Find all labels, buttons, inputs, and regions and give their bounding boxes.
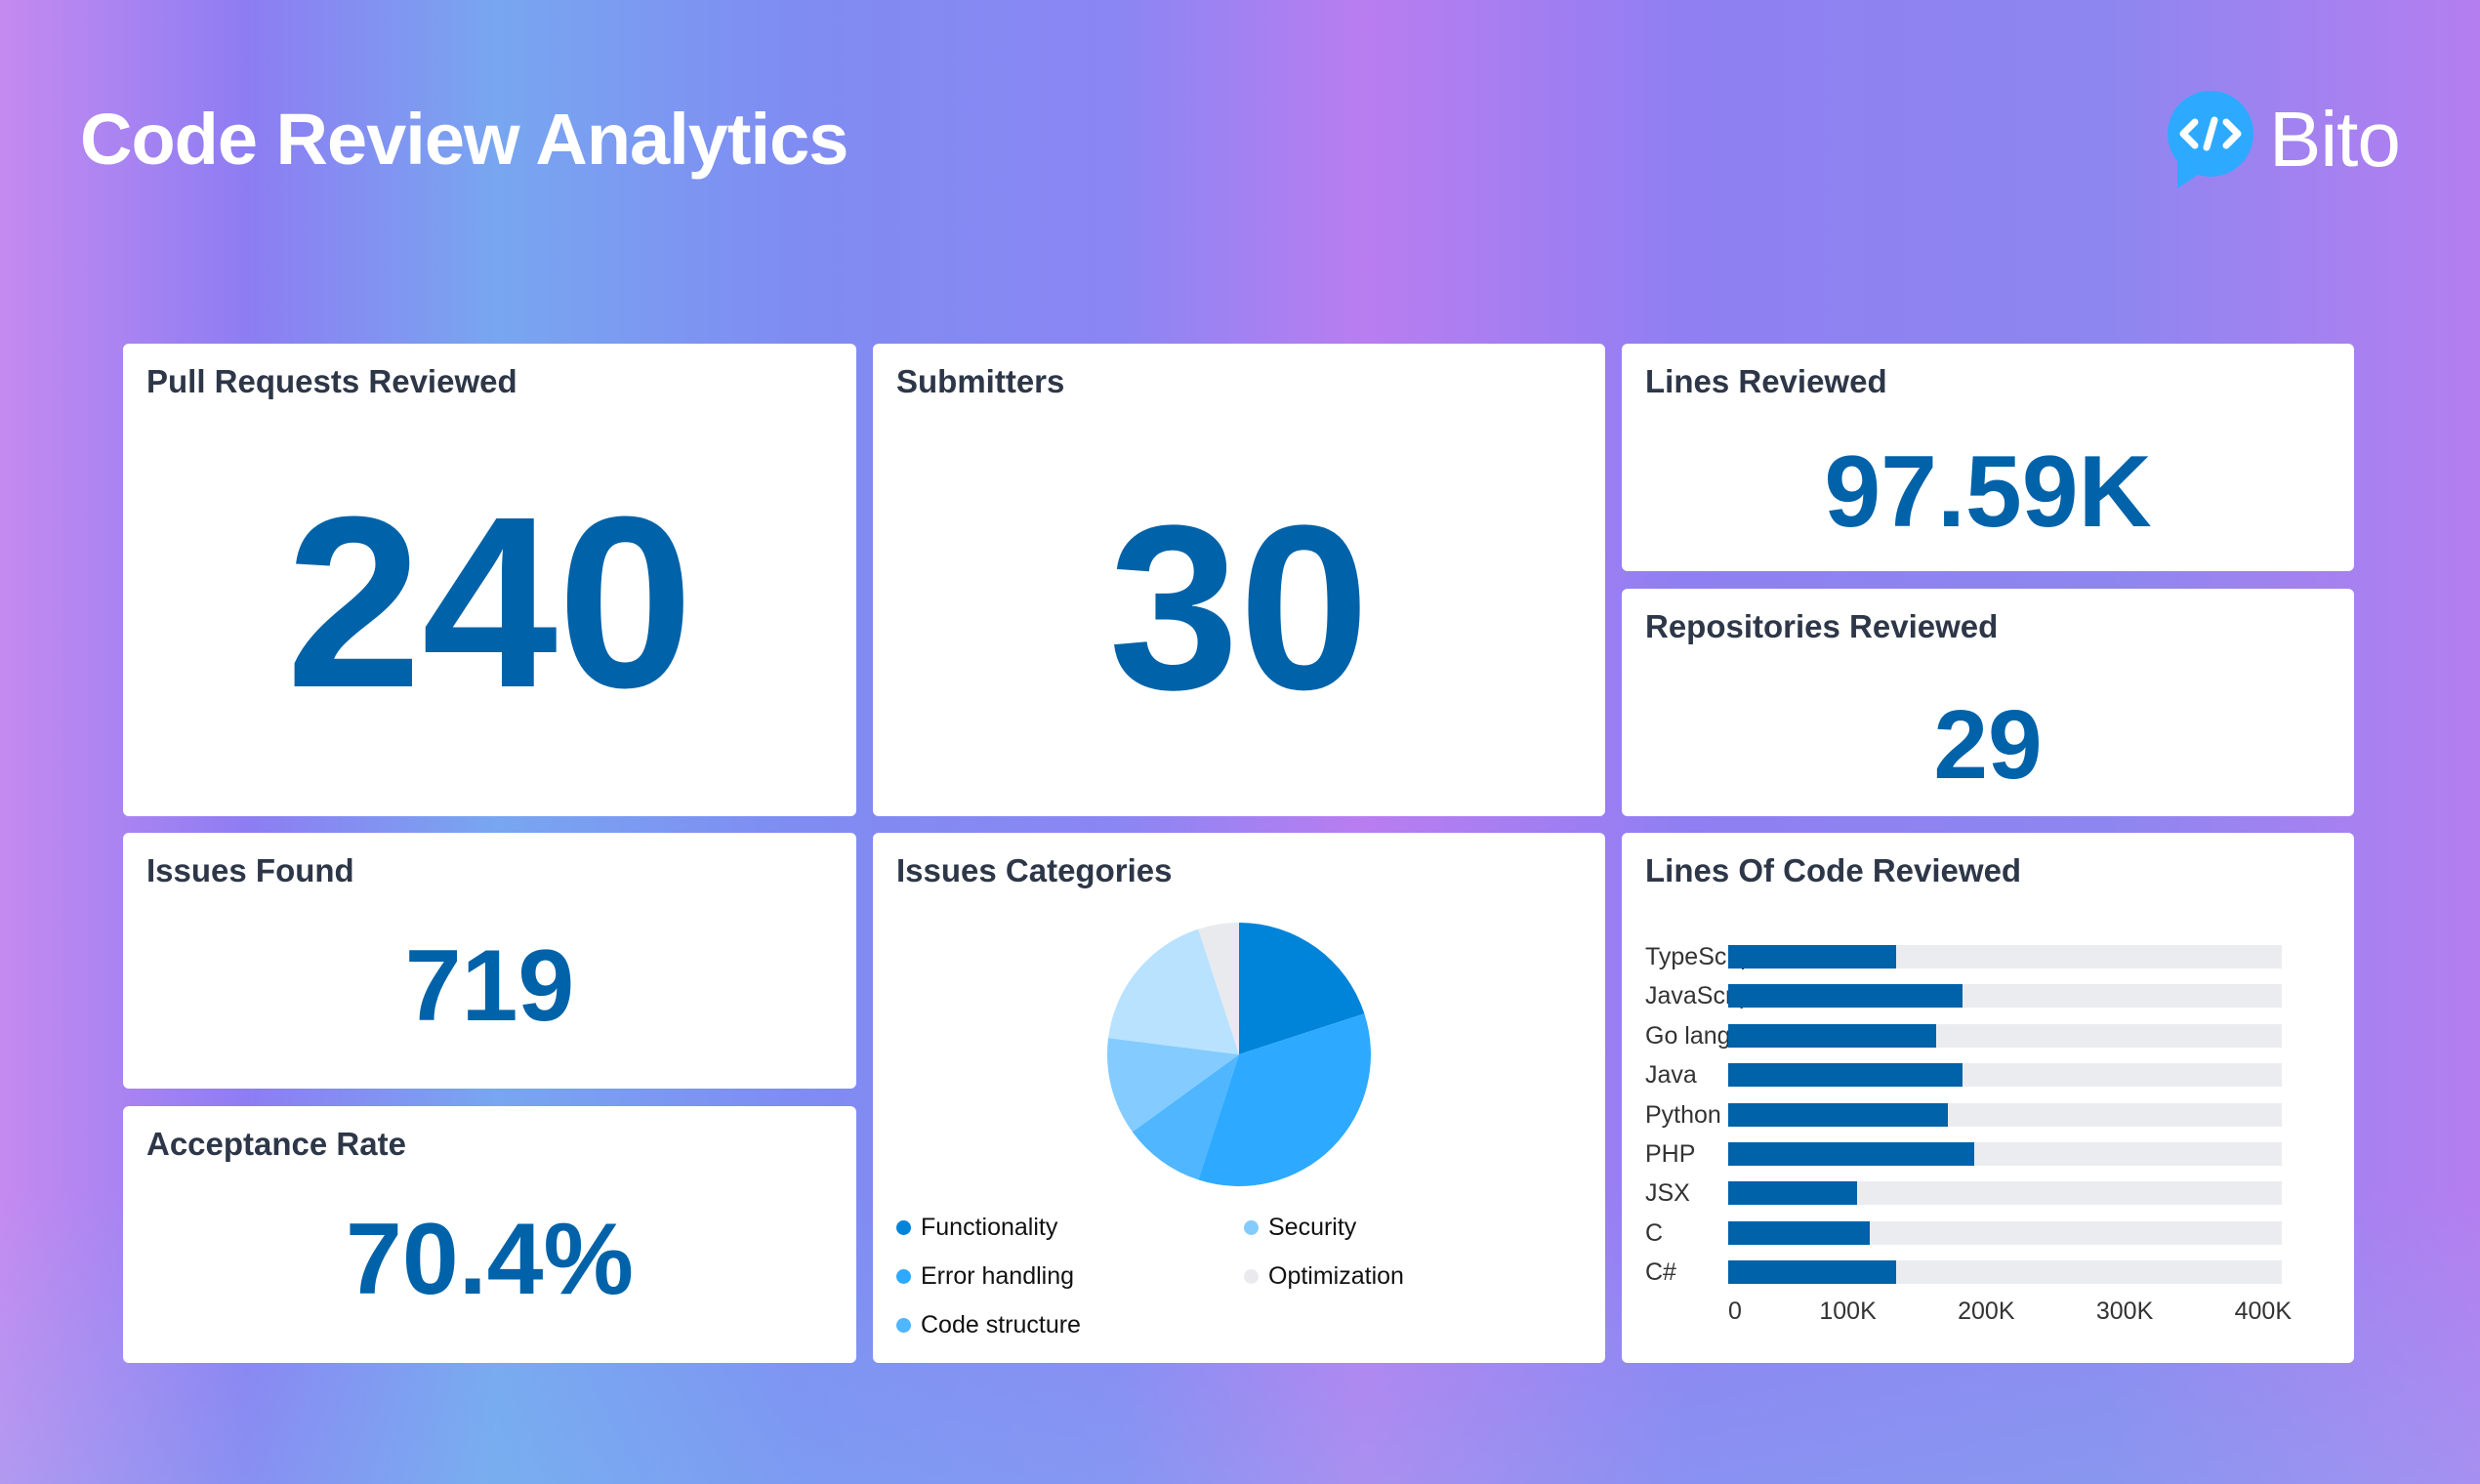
legend-label: Code structure [921, 1311, 1081, 1339]
card-title: Acceptance Rate [146, 1126, 406, 1162]
card-lines-of-code: Lines Of Code Reviewed TypeScript JavaScr… [1622, 833, 2354, 1363]
pie-slice-security [1107, 1038, 1239, 1133]
bar-jsx [1728, 1181, 1857, 1206]
pie-slice-error-handling [1198, 1013, 1371, 1186]
logo-text: Bito [2269, 96, 2401, 183]
pie-slice-unlabeled [1108, 928, 1239, 1054]
bar-typescript [1728, 945, 1896, 969]
legend-swatch [896, 1269, 911, 1284]
legend-label: Error handling [921, 1262, 1075, 1290]
submitters-value: 30 [1108, 476, 1370, 738]
legend-label: Optimization [1268, 1262, 1404, 1290]
bar-java [1728, 1063, 1963, 1088]
pie-slice-optimization [1198, 923, 1239, 1054]
pie-slice-functionality [1239, 923, 1365, 1054]
bar-c [1728, 1220, 1870, 1245]
card-issues-found: Issues Found 719 [123, 833, 856, 1089]
card-title: Submitters [896, 363, 1065, 399]
code-chat-bubble-icon [2168, 91, 2253, 188]
card-lines-reviewed: Lines Reviewed 97.59K [1622, 344, 2354, 571]
bito-logo: Bito [2166, 91, 2401, 188]
card-title: Issues Found [146, 852, 354, 888]
legend-item: Security [1244, 1214, 1356, 1242]
x-tick-label: 400K [2234, 1298, 2292, 1325]
bar-label: Go lang [1645, 1021, 1731, 1050]
bar-label: PHP [1645, 1140, 1696, 1168]
bar-label: Python [1645, 1100, 1721, 1129]
legend-label: Functionality [921, 1214, 1058, 1241]
bar-javascript [1728, 984, 1963, 1009]
pie-slice-code-structure [1132, 1054, 1239, 1180]
card-title: Repositories Reviewed [1645, 608, 1999, 644]
legend-item: Code structure [896, 1311, 1081, 1340]
legend-item: Functionality [896, 1214, 1057, 1242]
x-tick-label: 200K [1958, 1298, 2015, 1325]
legend-swatch [1244, 1269, 1259, 1284]
issues-found-value: 719 [404, 929, 575, 1043]
bar-label: JSX [1645, 1179, 1690, 1208]
card-acceptance-rate: Acceptance Rate 70.4% [123, 1106, 856, 1363]
card-submitters: Submitters 30 [873, 344, 1605, 816]
card-repositories: Repositories Reviewed 29 [1622, 589, 2354, 816]
bar-label: Java [1645, 1061, 1697, 1090]
legend-swatch [896, 1220, 911, 1235]
x-tick-label: 0 [1728, 1298, 1742, 1325]
bar-label: C [1645, 1218, 1664, 1247]
lines-reviewed-value: 97.59K [1824, 435, 2152, 549]
bar-php [1728, 1142, 1975, 1166]
legend-swatch [1244, 1220, 1259, 1235]
x-tick-label: 300K [2095, 1298, 2154, 1325]
legend-item: Error handling [896, 1262, 1074, 1291]
x-tick-label: 100K [1819, 1298, 1877, 1325]
card-title: Issues Categories [896, 852, 1173, 888]
bar-label: C# [1645, 1258, 1676, 1287]
bar-c# [1728, 1260, 1896, 1285]
legend-swatch [896, 1318, 911, 1333]
card-pull-requests: Pull Requests Reviewed 240 [123, 344, 856, 816]
legend-label: Security [1268, 1214, 1357, 1241]
card-title: Pull Requests Reviewed [146, 363, 517, 399]
pull-requests-value: 240 [285, 466, 694, 738]
card-title: Lines Reviewed [1645, 363, 1887, 399]
page-title: Code Review Analytics [80, 99, 848, 180]
bar-python [1728, 1102, 1949, 1127]
card-issues-categories: Issues Categories Functionality Error han… [873, 833, 1605, 1363]
card-title: Lines Of Code Reviewed [1645, 852, 2022, 888]
bar-golang [1728, 1023, 1936, 1048]
acceptance-rate-value: 70.4% [346, 1203, 634, 1316]
legend-item: Optimization [1244, 1262, 1404, 1291]
repositories-value: 29 [1933, 690, 2043, 800]
issues-pie-chart [1107, 923, 1371, 1186]
